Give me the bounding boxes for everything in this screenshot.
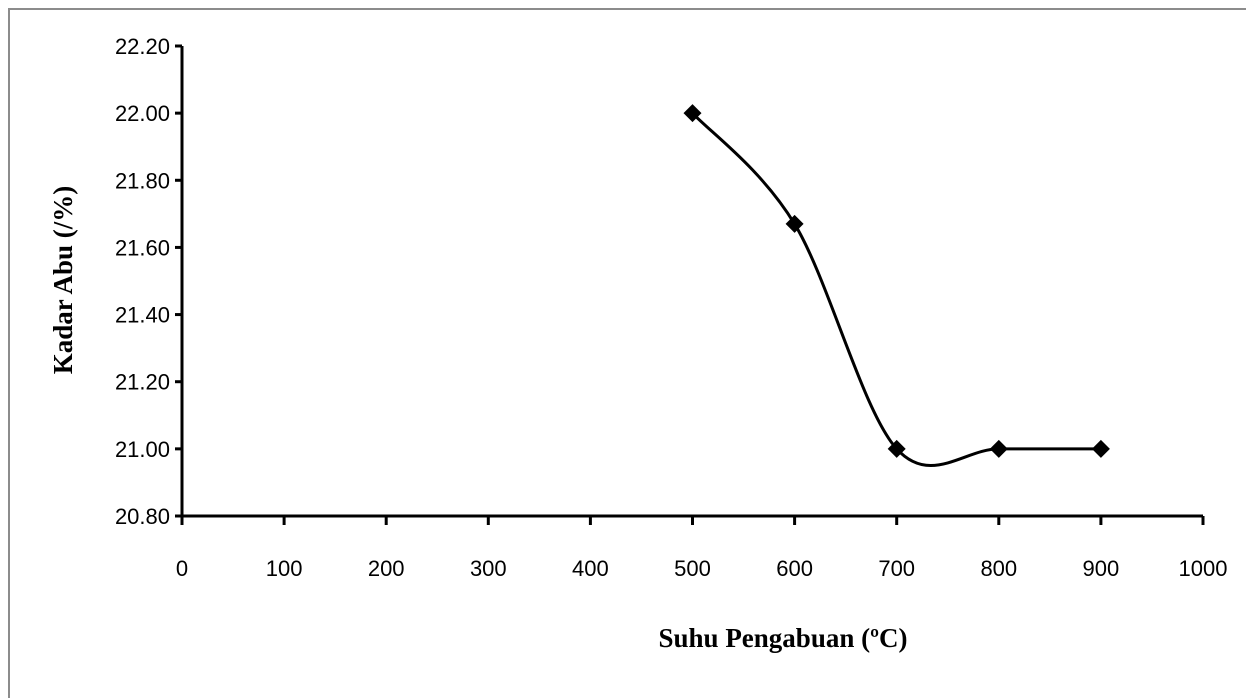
data-point-marker	[683, 104, 702, 123]
y-tick-label: 22.00	[115, 101, 170, 126]
y-tick-label: 21.20	[115, 370, 170, 395]
y-axis-title: Kadar Abu (/%)	[48, 186, 78, 375]
y-tick-label: 21.60	[115, 235, 170, 260]
x-tick-label: 300	[470, 556, 507, 581]
x-tick-label: 900	[1083, 556, 1120, 581]
x-tick-label: 1000	[1179, 556, 1228, 581]
data-point-marker	[1091, 439, 1110, 458]
x-tick-label: 600	[776, 556, 813, 581]
x-axis: 0 100 200 300 400 500 600 700 800 900 1000	[176, 514, 1228, 581]
x-tick-label: 400	[572, 556, 609, 581]
data-point-marker	[989, 439, 1008, 458]
x-tick-label: 0	[176, 556, 188, 581]
data-point-marker	[887, 439, 906, 458]
x-tick-label: 800	[980, 556, 1017, 581]
series-layer	[683, 104, 1110, 468]
x-tick-label: 200	[368, 556, 405, 581]
data-point-marker	[785, 214, 804, 233]
y-axis: 20.80 21.00 21.20 21.40 21.60 21.80 22.00 22.20	[115, 34, 184, 529]
series-line	[691, 112, 1101, 468]
chart-frame	[8, 8, 1246, 698]
x-tick-label: 700	[878, 556, 915, 581]
y-tick-label: 21.00	[115, 437, 170, 462]
y-tick-label: 21.40	[115, 303, 170, 328]
x-axis-title: Suhu Pengabuan (ºC)	[659, 623, 908, 653]
x-tick-label: 100	[266, 556, 303, 581]
y-tick-label: 22.20	[115, 34, 170, 59]
y-tick-label: 20.80	[115, 504, 170, 529]
y-tick-label: 21.80	[115, 168, 170, 193]
x-tick-label: 500	[674, 556, 711, 581]
